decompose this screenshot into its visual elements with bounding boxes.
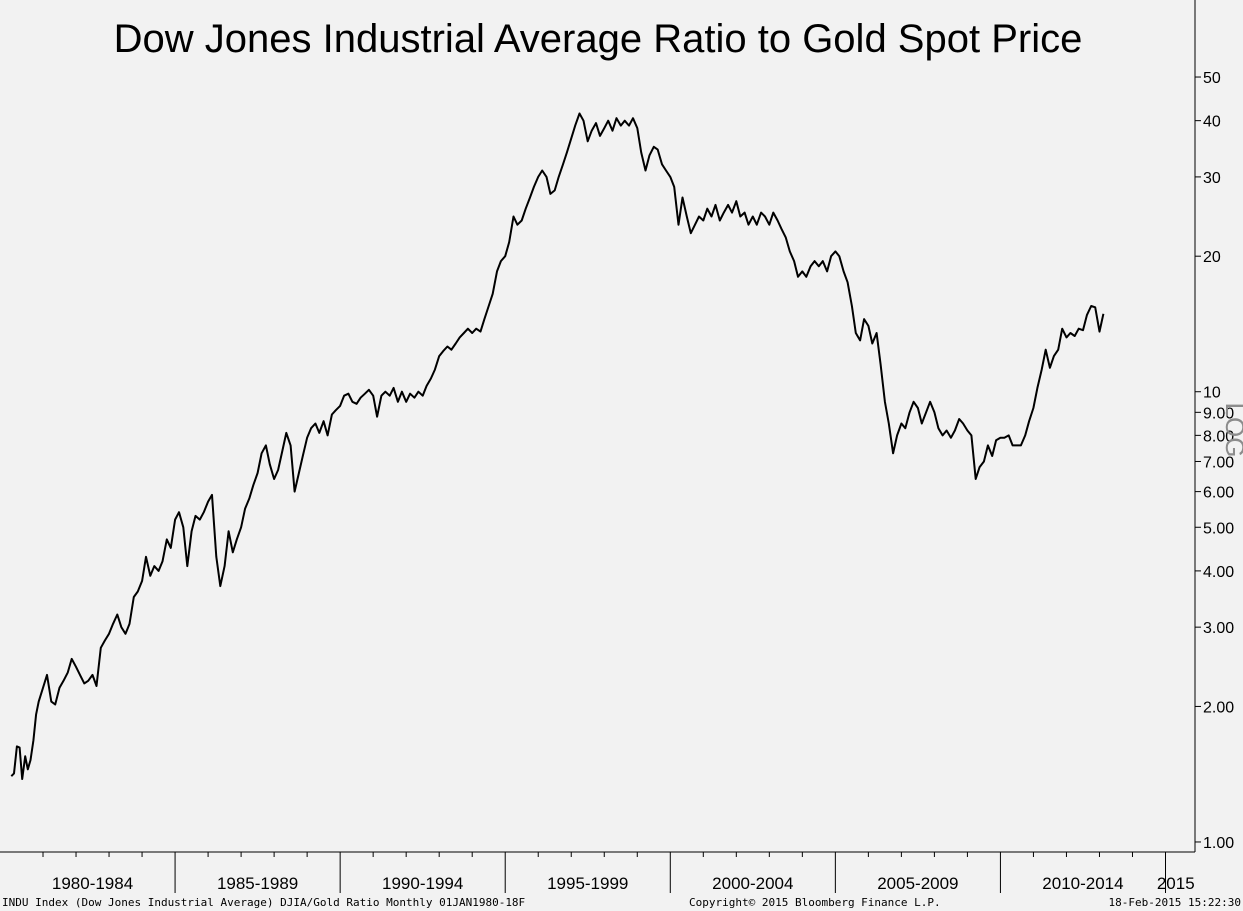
x-tick-label: 2005-2009 bbox=[877, 874, 958, 893]
x-tick-label: 1985-1989 bbox=[217, 874, 298, 893]
y-tick-label: 40 bbox=[1203, 114, 1221, 131]
y-tick-label: 3.00 bbox=[1203, 620, 1234, 637]
x-tick-label: 1980-1984 bbox=[52, 874, 133, 893]
y-tick-label: 10 bbox=[1203, 385, 1221, 402]
x-tick-label: 2010-2014 bbox=[1042, 874, 1123, 893]
footer-timestamp: 18-Feb-2015 15:22:30 bbox=[1109, 896, 1241, 909]
series-group bbox=[10, 112, 1105, 780]
x-tick-label: 1995-1999 bbox=[547, 874, 628, 893]
x-tick-label: 2000-2004 bbox=[712, 874, 793, 893]
y-tick-label: 30 bbox=[1203, 170, 1221, 187]
x-tick-label: 2015 bbox=[1157, 874, 1195, 893]
y-tick-label: 2.00 bbox=[1203, 699, 1234, 716]
y-tick-label: 7.00 bbox=[1203, 454, 1234, 471]
footer-source: INDU Index (Dow Jones Industrial Average… bbox=[2, 896, 525, 909]
y-tick-label: 9.00 bbox=[1203, 405, 1234, 422]
footer-copyright: Copyright© 2015 Bloomberg Finance L.P. bbox=[689, 896, 941, 909]
y-tick-label: 50 bbox=[1203, 70, 1221, 87]
series-line bbox=[10, 112, 1105, 780]
y-tick-label: 20 bbox=[1203, 249, 1221, 266]
y-tick-label: 6.00 bbox=[1203, 485, 1234, 502]
chart-title: Dow Jones Industrial Average Ratio to Go… bbox=[114, 17, 1083, 61]
plot-frame bbox=[0, 0, 1196, 853]
y-tick-label: 8.00 bbox=[1203, 428, 1234, 445]
log-scale-label: LOG bbox=[1220, 403, 1243, 458]
y-axis: 50 40 30 20 10 9.00 8.00 7.00 6.00 5.00 4.00 3.00 2.… bbox=[1195, 70, 1234, 852]
x-axis: 1980-1984 1985-1989 1990-1994 1995-1999 2000… bbox=[42, 852, 1195, 893]
y-tick-label: 4.00 bbox=[1203, 564, 1234, 581]
y-tick-label: 1.00 bbox=[1203, 835, 1234, 852]
x-tick-label: 1990-1994 bbox=[382, 874, 463, 893]
y-tick-label: 5.00 bbox=[1203, 520, 1234, 537]
